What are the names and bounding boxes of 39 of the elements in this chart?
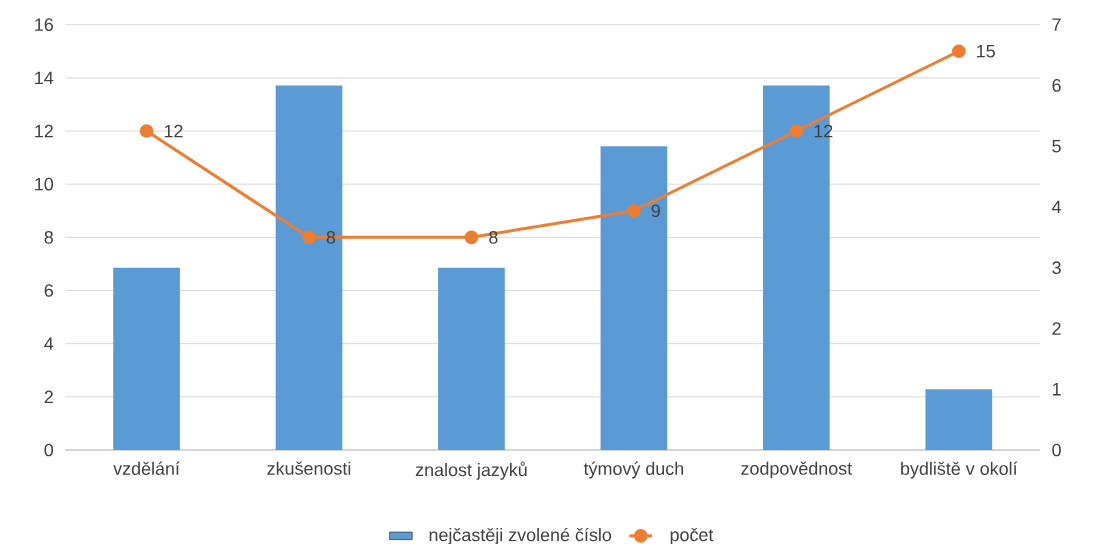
point [464, 230, 479, 245]
x-tick-label: týmový duch [583, 461, 684, 479]
y2-tick-label: 2 [1052, 322, 1061, 335]
y-tick-label: 12 [35, 124, 53, 138]
bar [925, 389, 993, 450]
point [789, 124, 804, 138]
x-tick-label: znalost jazyků [415, 461, 527, 480]
data-label: 9 [651, 204, 660, 218]
y-tick-label: 10 [35, 177, 54, 191]
y-tick-label: 0 [44, 443, 54, 457]
point [302, 230, 316, 245]
y2-tick-label: 5 [1052, 139, 1061, 153]
y-tick-label: 6 [44, 284, 53, 297]
y2-tick-label: 4 [1052, 200, 1062, 214]
y2-tick-label: 3 [1052, 261, 1061, 275]
x-tick-label: zodpovědnost [741, 461, 853, 479]
y2-tick-label: 7 [1052, 18, 1061, 31]
x-tick-label: bydliště v okolí [901, 461, 1018, 479]
point [627, 203, 641, 218]
y-tick-label: 4 [44, 337, 54, 350]
x-tick-label: zkušenosti [267, 461, 351, 475]
bar [275, 85, 343, 450]
data-label: 12 [164, 124, 183, 138]
bar [113, 267, 180, 450]
bar [600, 146, 668, 450]
y2-tick-label: 0 [1052, 443, 1061, 457]
y-tick-label: 2 [44, 390, 53, 404]
legend-label: nejčastěji zvolené číslo [429, 527, 612, 544]
y2-tick-label: 6 [1052, 79, 1061, 92]
point [951, 44, 966, 59]
y-tick-label: 14 [35, 71, 54, 84]
data-label: 15 [977, 44, 995, 58]
bar [438, 267, 505, 450]
legend-label: počet [670, 527, 714, 544]
y2-tick-label: 1 [1052, 383, 1061, 396]
point [139, 124, 154, 138]
y-tick-label: 16 [35, 18, 53, 31]
y-tick-label: 8 [44, 230, 53, 244]
x-tick-label: vzdělání [113, 461, 180, 475]
